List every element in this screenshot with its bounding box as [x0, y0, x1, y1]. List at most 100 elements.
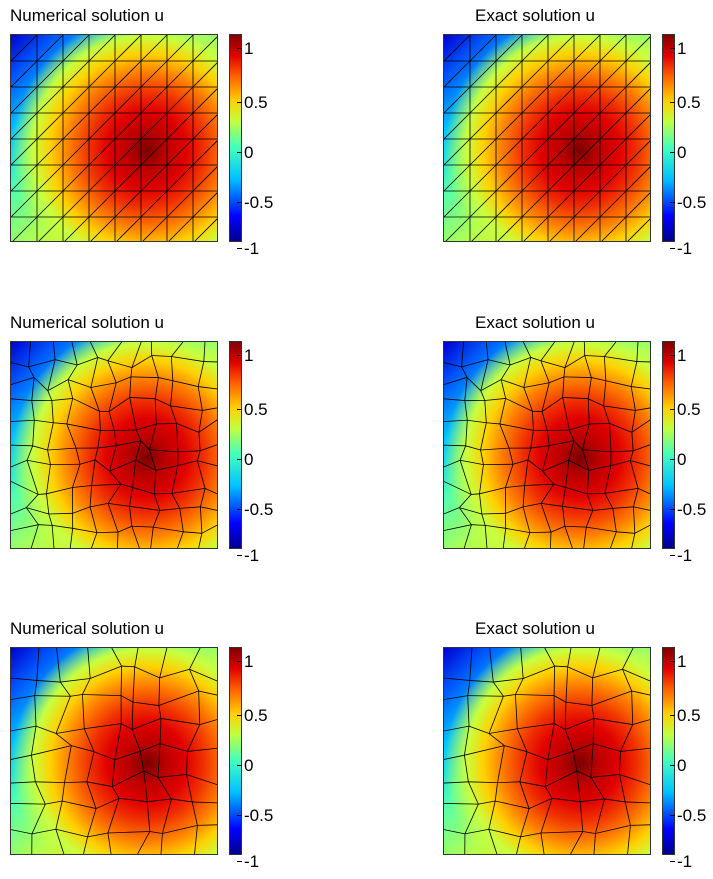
mesh-line — [465, 804, 478, 834]
mesh-line — [566, 460, 569, 487]
mesh-line — [562, 487, 565, 506]
mesh-line — [56, 729, 84, 734]
mesh-line — [527, 752, 548, 760]
mesh-line — [186, 774, 192, 801]
mesh-line — [136, 430, 140, 441]
mesh-line — [129, 506, 159, 510]
mesh-line — [171, 381, 173, 406]
mesh-line — [56, 829, 65, 855]
mesh-line — [496, 139, 522, 165]
mesh-line — [160, 648, 167, 678]
mesh-line — [108, 361, 132, 368]
mesh-line — [633, 507, 634, 533]
mesh-line — [521, 648, 523, 678]
mesh-line — [470, 680, 493, 682]
mesh-line — [65, 782, 87, 783]
mesh-line — [588, 399, 589, 424]
mesh-line — [626, 113, 651, 139]
mesh-line — [600, 61, 626, 87]
mesh-line — [610, 532, 617, 549]
mesh-line — [619, 751, 620, 774]
mesh-line — [489, 801, 495, 829]
mesh-line — [133, 702, 159, 705]
mesh-line — [177, 423, 178, 452]
mesh-line — [630, 461, 651, 467]
mesh-line — [485, 398, 506, 400]
colorbar-tick-label: 0 — [677, 451, 686, 468]
mesh-line — [529, 798, 552, 808]
mesh-line — [53, 423, 67, 424]
mesh-line — [150, 527, 153, 549]
mesh-line — [68, 380, 73, 399]
mesh-line — [626, 139, 651, 165]
solution-field — [10, 647, 218, 855]
mesh-line — [48, 450, 51, 465]
mesh-line — [35, 696, 71, 697]
mesh-line — [569, 430, 573, 441]
mesh-line — [543, 446, 550, 472]
mesh-line — [444, 113, 470, 139]
mesh-line — [193, 191, 218, 217]
mesh-line — [489, 734, 504, 746]
mesh-line — [110, 471, 121, 484]
mesh-line — [631, 533, 635, 549]
mesh-line — [637, 342, 638, 362]
mesh-line — [73, 507, 91, 513]
mesh-line — [464, 726, 469, 755]
mesh-line — [37, 87, 63, 113]
mesh-line — [115, 724, 121, 760]
colorbar-tick-mark — [237, 202, 242, 203]
mesh-line — [63, 191, 89, 217]
mesh-line — [619, 774, 625, 801]
colorbar-tick-label: -1 — [677, 547, 692, 564]
mesh-line — [515, 695, 554, 696]
mesh-line — [46, 465, 50, 494]
solution-field — [443, 34, 651, 242]
mesh-line — [91, 383, 116, 388]
mesh-line — [496, 217, 522, 242]
mesh-line — [108, 361, 116, 383]
mesh-line — [121, 666, 122, 696]
mesh-line — [516, 837, 521, 855]
mesh-line — [115, 217, 141, 242]
mesh-line — [541, 342, 555, 361]
mesh-line — [631, 387, 651, 390]
mesh-line — [574, 139, 600, 165]
mesh-line — [515, 695, 517, 729]
mesh-line — [577, 771, 580, 802]
mesh-line — [485, 525, 487, 549]
mesh-line — [594, 718, 633, 724]
mesh-line — [71, 746, 94, 752]
mesh-line — [626, 35, 651, 61]
mesh-line — [62, 783, 64, 801]
mesh-line — [626, 87, 651, 113]
colorbar — [229, 647, 242, 855]
mesh-line — [592, 706, 594, 719]
mesh-line — [94, 752, 115, 760]
mesh-line — [523, 503, 541, 506]
mesh-line — [173, 381, 198, 387]
mesh-line — [167, 35, 193, 61]
colorbar-tick-label: 0 — [677, 757, 686, 774]
mesh-line — [38, 494, 46, 495]
mesh-line — [548, 191, 574, 217]
colorbar-tick-mark — [670, 815, 675, 816]
mesh-line — [56, 734, 71, 746]
mesh-line — [115, 139, 141, 165]
mesh-line — [167, 87, 193, 113]
mesh-line — [82, 695, 121, 696]
mesh-line — [574, 191, 600, 217]
mesh-line — [56, 801, 62, 829]
mesh-line — [523, 666, 554, 678]
mesh-line — [159, 678, 160, 706]
mesh-line — [465, 401, 468, 421]
mesh-line — [632, 410, 636, 432]
mesh-line — [479, 494, 481, 514]
mesh-line — [132, 526, 140, 549]
mesh-line — [444, 803, 478, 804]
mesh-line — [565, 526, 586, 527]
mesh-line — [144, 771, 147, 802]
mesh-line — [495, 783, 497, 801]
mesh-line — [84, 724, 121, 729]
